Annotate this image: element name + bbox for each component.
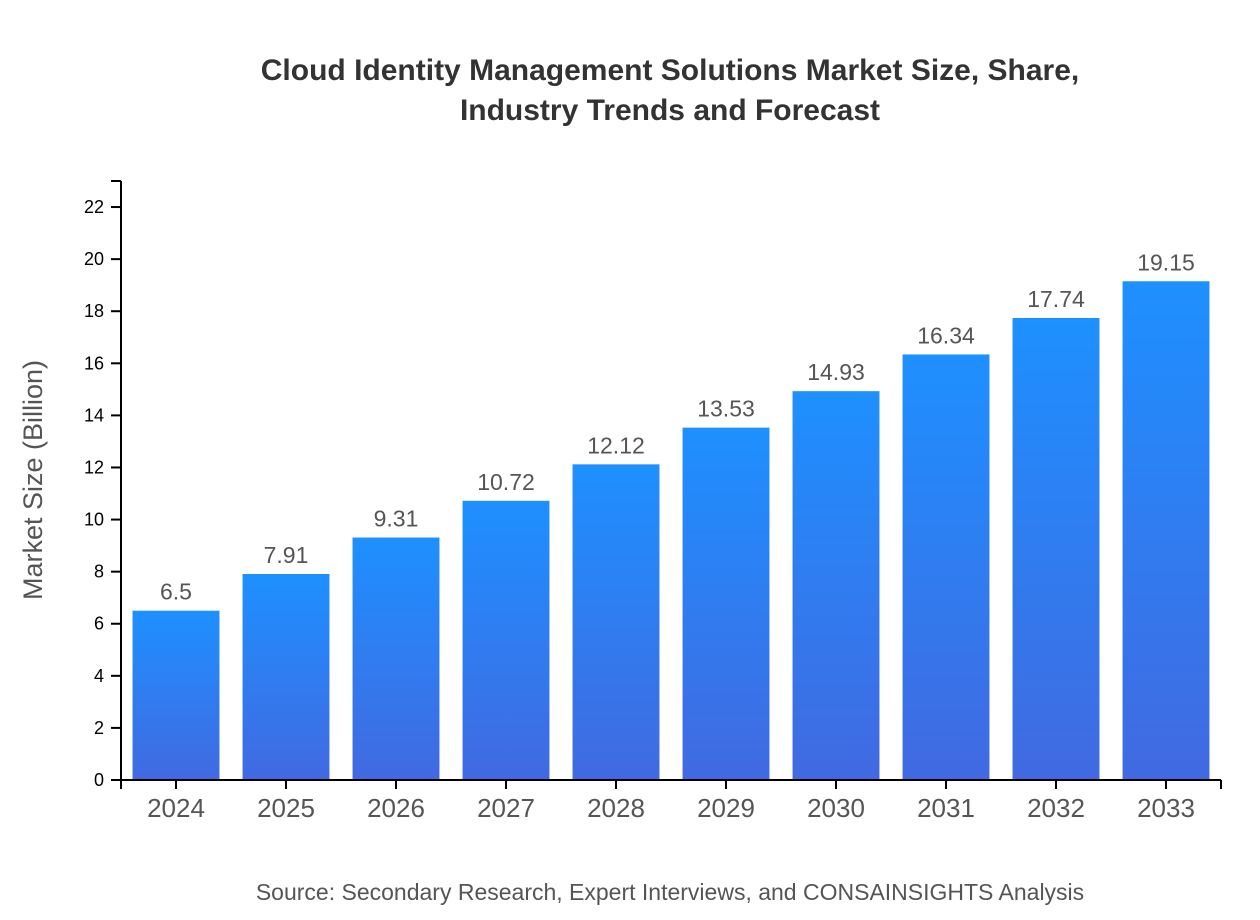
axes-group: 2024 2025 2026 2027 2028 2029 2030 2031 2032 2033…	[84, 180, 1222, 823]
x-tick-label: 2026	[367, 793, 425, 823]
x-tick-label: 2029	[697, 793, 755, 823]
x-tick-label: 2031	[917, 793, 975, 823]
x-tick-label: 2024	[147, 793, 205, 823]
bar-2028	[572, 464, 660, 780]
x-tick-label: 2028	[587, 793, 645, 823]
bar-2027	[462, 500, 550, 780]
y-tick-label: 16	[84, 353, 104, 373]
data-label: 12.12	[587, 432, 645, 458]
data-label: 10.72	[477, 469, 535, 495]
bar-2030	[792, 391, 880, 780]
bar-2031	[902, 354, 990, 780]
bars-group: 6.5 7.91 9.31 10.72 12.12 13.53 14.93 16.34 17.7…	[132, 249, 1210, 780]
data-label: 17.74	[1027, 286, 1085, 312]
x-tick-label: 2027	[477, 793, 535, 823]
x-tick-label: 2025	[257, 793, 315, 823]
data-label: 9.31	[374, 506, 419, 532]
data-label: 6.5	[160, 579, 192, 605]
bar-2033	[1122, 281, 1210, 780]
y-axis-label: Market Size (Billion)	[18, 360, 48, 600]
y-tick-label: 14	[84, 405, 104, 425]
chart-title-line-1: Cloud Identity Management Solutions Mark…	[261, 54, 1079, 87]
y-tick-label: 4	[94, 666, 104, 686]
data-label: 13.53	[697, 396, 755, 422]
data-label: 7.91	[264, 542, 309, 568]
data-label: 14.93	[807, 359, 865, 385]
data-label: 16.34	[917, 322, 975, 348]
y-tick-label: 6	[94, 614, 104, 634]
y-tick-label: 18	[84, 301, 104, 321]
y-tick-label: 2	[94, 718, 104, 738]
x-tick-label: 2032	[1027, 793, 1085, 823]
y-tick-label: 0	[94, 770, 104, 790]
data-label: 19.15	[1137, 249, 1195, 275]
source-note: Source: Secondary Research, Expert Inter…	[256, 879, 1084, 905]
y-tick-label: 8	[94, 562, 104, 582]
bar-2026	[352, 537, 440, 780]
y-tick-label: 10	[84, 510, 104, 530]
chart-title-line-2: Industry Trends and Forecast	[460, 94, 880, 127]
x-tick-label: 2030	[807, 793, 865, 823]
x-tick-label: 2033	[1137, 793, 1195, 823]
bar-2029	[682, 427, 770, 780]
bar-2025	[242, 573, 330, 780]
bar-2024	[132, 610, 220, 780]
y-tick-label: 12	[84, 457, 104, 477]
bar-2032	[1012, 317, 1100, 780]
y-tick-label: 22	[84, 197, 104, 217]
y-tick-label: 20	[84, 249, 104, 269]
